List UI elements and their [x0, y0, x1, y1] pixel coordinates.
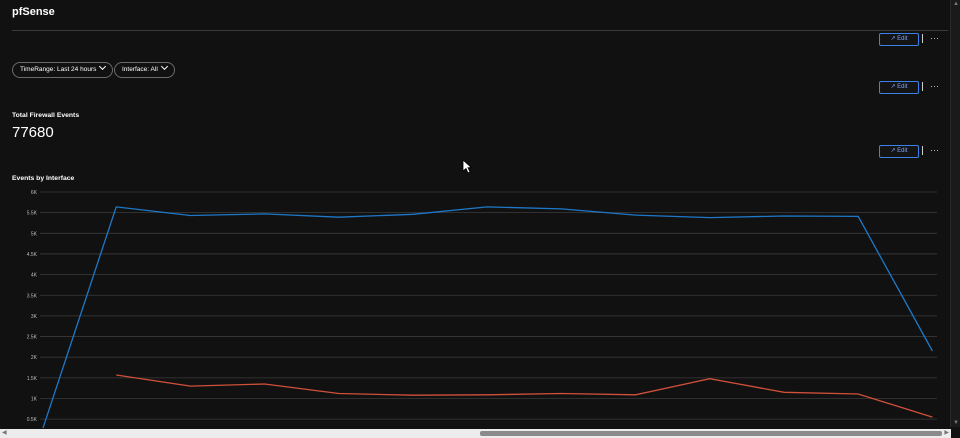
mouse-cursor-icon [462, 159, 472, 174]
events-by-interface-chart: 6K 5.5K 5K 4.5K 4K 3.5K 3K 2.5K 2K 1.5K 1K 0.5K [27, 190, 937, 428]
scroll-right-icon[interactable]: ▶ [944, 430, 949, 436]
more-options-button-total[interactable]: ··· [930, 145, 939, 155]
filter-interface[interactable]: Interface: All [114, 62, 175, 78]
series-line-2 [116, 374, 933, 418]
filter-timerange[interactable]: TimeRange: Last 24 hours [12, 62, 114, 78]
y-tick-label: 4.5K [27, 252, 38, 258]
edit-button-filters[interactable]: ↗ Edit [879, 81, 919, 94]
scroll-up-icon[interactable]: ▲ [953, 1, 959, 7]
chevron-down-icon [160, 62, 168, 71]
events-by-interface-title: Events by Interface [12, 175, 75, 182]
edit-button-total[interactable]: ↗ Edit [879, 145, 919, 158]
toolbar-separator [922, 146, 923, 155]
toolbar-separator [922, 34, 923, 43]
title-divider [12, 30, 948, 31]
y-tick-label: 3K [31, 314, 38, 320]
y-tick-label: 6K [31, 190, 38, 196]
edit-button-header[interactable]: ↗ Edit [879, 33, 919, 46]
page-title: pfSense [12, 6, 55, 18]
scroll-down-icon[interactable]: ▼ [953, 420, 959, 426]
y-tick-label: 5K [31, 231, 38, 237]
toolbar-separator [922, 82, 923, 91]
y-tick-label: 2.5K [27, 335, 38, 341]
more-options-button-filters[interactable]: ··· [930, 81, 939, 91]
y-tick-label: 1K [31, 397, 38, 403]
filter-timerange-label: TimeRange: Last 24 hours [20, 66, 97, 73]
total-events-value: 77680 [12, 124, 54, 141]
y-tick-label: 4K [31, 273, 38, 279]
scroll-left-icon[interactable]: ◀ [2, 430, 7, 436]
horizontal-scrollbar[interactable]: ◀ ▶ [0, 429, 951, 438]
y-tick-label: 3.5K [27, 293, 38, 299]
filter-interface-label: Interface: All [122, 66, 158, 73]
horizontal-scroll-thumb[interactable] [480, 431, 942, 436]
more-options-button-header[interactable]: ··· [930, 33, 939, 43]
total-events-title: Total Firewall Events [12, 112, 80, 119]
y-tick-label: 5.5K [27, 211, 38, 217]
y-tick-label: 2K [31, 355, 38, 361]
series-line-1 [42, 206, 933, 428]
y-tick-label: 1.5K [27, 376, 38, 382]
y-tick-label: 0.5K [27, 417, 38, 423]
vertical-scrollbar[interactable]: ▲ ▼ [950, 0, 960, 427]
chevron-down-icon [99, 62, 107, 71]
